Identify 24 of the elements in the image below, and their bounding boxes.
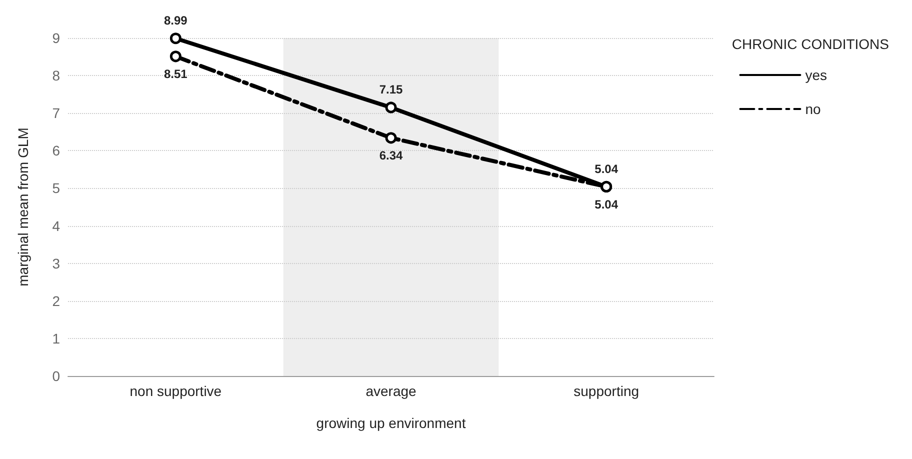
- y-tick-label: 3: [52, 255, 60, 272]
- data-label: 5.04: [594, 197, 618, 212]
- data-label: 8.51: [164, 67, 188, 82]
- x-tick-label: average: [366, 383, 417, 399]
- x-tick-label: supporting: [574, 383, 640, 399]
- y-tick-label: 4: [52, 218, 60, 234]
- y-tick-label: 2: [52, 292, 60, 309]
- legend-label: yes: [805, 67, 828, 83]
- data-label: 7.15: [379, 82, 403, 97]
- y-tick-label: 9: [52, 30, 60, 46]
- y-tick-label: 8: [52, 68, 60, 84]
- x-tick-label: non supportive: [130, 383, 222, 399]
- y-tick-label: 6: [52, 142, 60, 159]
- legend-title: CHRONIC CONDITIONS: [732, 36, 890, 52]
- legend-label: no: [805, 101, 821, 117]
- y-tick-label: 0: [52, 368, 60, 384]
- y-axis-title: marginal mean from GLM: [15, 128, 31, 286]
- data-label: 5.04: [594, 162, 618, 176]
- data-label: 6.34: [379, 148, 403, 163]
- y-tick-label: 7: [52, 105, 60, 122]
- y-tick-label: 5: [52, 180, 60, 196]
- x-axis-title: growing up environment: [316, 415, 466, 431]
- y-tick-label: 1: [52, 330, 60, 346]
- data-label: 8.99: [164, 14, 188, 28]
